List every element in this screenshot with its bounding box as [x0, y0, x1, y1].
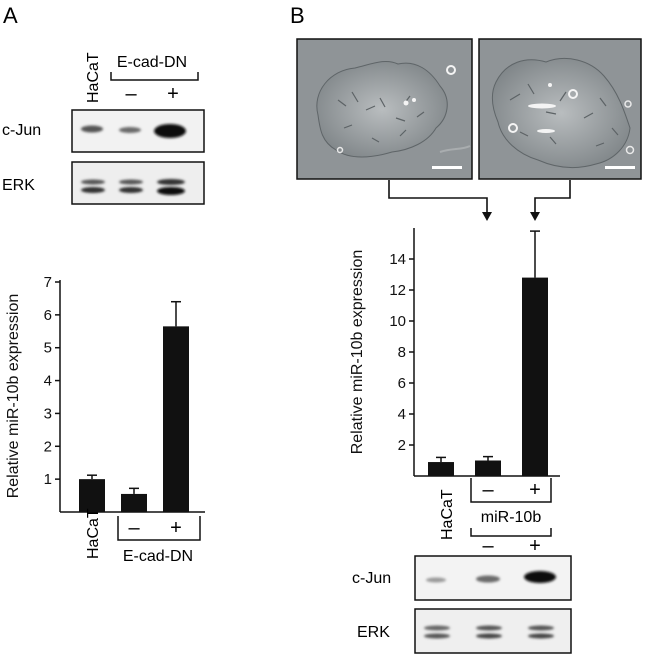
arrow-head-icon — [530, 212, 540, 221]
chart-a-y-tick-label: 1 — [44, 471, 52, 488]
chart-a: 1 2 3 4 5 6 7 Relative miR-10b expression — [5, 274, 205, 513]
band — [424, 625, 450, 631]
band — [119, 187, 143, 193]
blot-a-bracket — [110, 72, 199, 81]
blot-a-row-label-erk: ERK — [2, 177, 35, 194]
panel-b-letter: B — [290, 3, 305, 28]
chart-b-group-label: miR-10b — [481, 509, 542, 526]
chart-b-plus: + — [529, 479, 541, 501]
chart-b-y-axis-label: Relative miR-10b expression — [349, 250, 366, 455]
connector-arrows — [388, 180, 571, 214]
band — [476, 625, 502, 631]
chart-b-bracket — [470, 478, 552, 503]
chart-a-y-tick-label: 3 — [44, 405, 52, 422]
band — [81, 187, 105, 193]
chart-b-y-tick-label: 12 — [389, 282, 406, 299]
chart-a-group-label: E-cad-DN — [123, 548, 193, 565]
chart-a-plus: + — [170, 517, 182, 539]
chart-a-y-tick-label: 2 — [44, 438, 52, 455]
chart-b-minus: – — [482, 479, 494, 501]
blot-b-strip-cjun — [414, 555, 572, 601]
blot-a-row-label-cjun: c-Jun — [2, 122, 41, 139]
blot-a-strip-cjun — [71, 109, 205, 153]
chart-b-y-tick-label: 4 — [398, 406, 406, 423]
band — [476, 633, 502, 639]
band — [157, 179, 185, 185]
chart-b-y-tick-label: 8 — [398, 344, 406, 361]
chart-a-hacat-label: HaCaT — [85, 508, 102, 559]
band — [476, 575, 500, 583]
blot-b-row-label-erk: ERK — [357, 624, 390, 641]
band — [524, 571, 556, 583]
chart-a-bar — [163, 326, 189, 512]
chart-a-y-tick-label: 5 — [44, 340, 52, 357]
chart-b-y-tick-label: 10 — [389, 313, 406, 330]
blot-b-minus: – — [482, 535, 494, 557]
band — [119, 127, 141, 133]
chart-b-xlabels: HaCaT – + miR-10b – + — [439, 478, 552, 557]
chart-b-y-tick-label: 14 — [389, 251, 406, 268]
chart-a-y-axis-label: Relative miR-10b expression — [5, 294, 22, 499]
band — [157, 187, 185, 195]
blot-b-plus: + — [529, 535, 541, 557]
chart-b: 2 4 6 8 10 12 14 Relative miR-10b expression — [349, 228, 560, 477]
blot-b-row-label-cjun: c-Jun — [352, 570, 391, 587]
blot-b-bracket — [470, 528, 552, 537]
chart-b-y-tick-label: 6 — [398, 375, 406, 392]
blot-a-header: HaCaT E-cad-DN – + — [85, 52, 199, 105]
blot-b-strip-erk — [414, 608, 572, 654]
band — [119, 179, 143, 185]
chart-b-bar — [522, 277, 548, 476]
band — [528, 633, 554, 639]
micrograph-mir10b — [478, 38, 642, 180]
chart-a-bar — [121, 493, 147, 512]
chart-a-minus: – — [128, 517, 140, 539]
chart-a-bracket — [117, 516, 201, 541]
band — [424, 633, 450, 639]
band — [81, 179, 105, 185]
arrow-head-icon — [482, 212, 492, 221]
chart-a-bar — [79, 479, 105, 512]
chart-b-bar — [428, 462, 454, 476]
cell-colony — [491, 58, 631, 168]
band — [154, 124, 186, 138]
band — [528, 625, 554, 631]
panel-a-letter: A — [3, 3, 18, 28]
blot-a-group-label: E-cad-DN — [117, 54, 187, 71]
chart-a-y-tick-label: 4 — [44, 373, 52, 390]
chart-b-hacat-label: HaCaT — [439, 489, 456, 540]
scale-bar — [605, 166, 635, 169]
blot-a-strip-erk — [71, 161, 205, 205]
blot-a-minus: – — [125, 83, 137, 105]
band — [426, 577, 446, 583]
scale-bar — [432, 166, 462, 169]
blot-a-plus: + — [167, 83, 179, 105]
band — [81, 125, 103, 133]
chart-a-xlabels: HaCaT – + E-cad-DN — [85, 508, 201, 565]
blot-a-hacat-label: HaCaT — [85, 52, 102, 103]
micrograph-control — [296, 38, 473, 180]
chart-a-y-tick-label: 7 — [44, 274, 52, 291]
chart-b-bar — [475, 460, 501, 476]
chart-b-y-tick-label: 2 — [398, 437, 406, 454]
chart-a-y-tick-label: 6 — [44, 307, 52, 324]
